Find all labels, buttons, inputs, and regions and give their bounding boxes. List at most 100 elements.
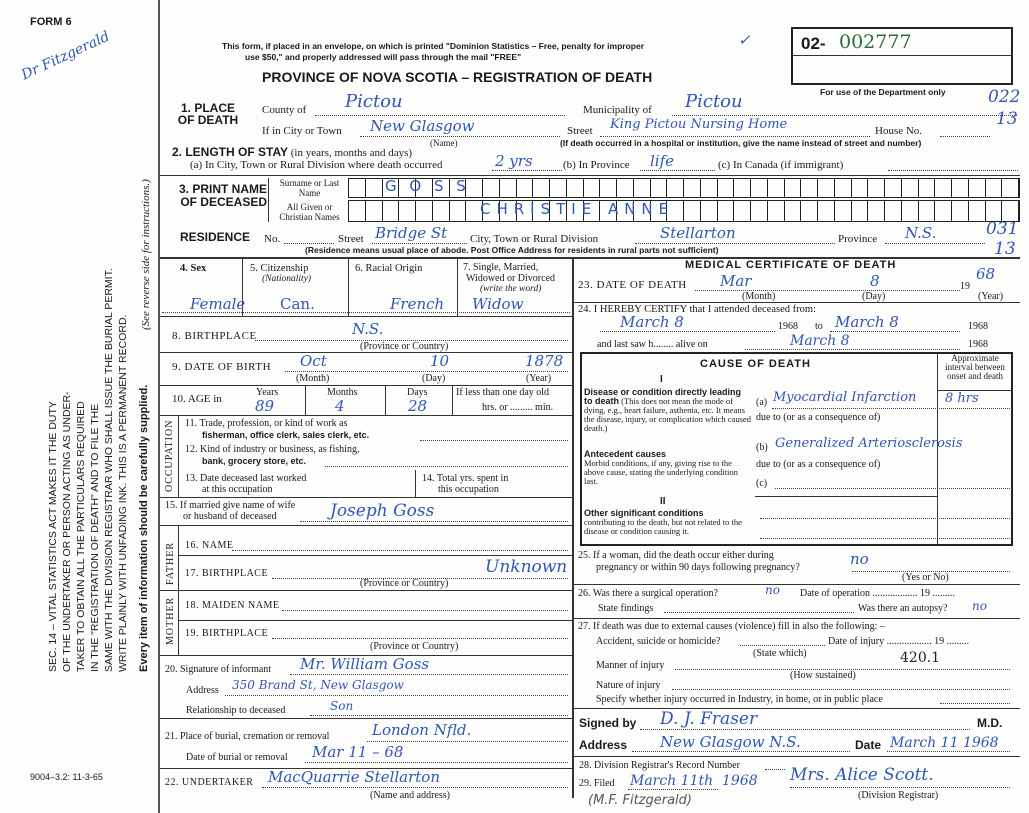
street-note: (If death occurred in a hospital or inst… (560, 138, 922, 148)
q14-label: 14. Total yrs. spent in (422, 473, 509, 484)
q26-label: 26. Was there a surgical operation? (578, 588, 718, 599)
operation-date-label: Date of operation .................. 19 … (800, 588, 955, 599)
county-value: Pictou (345, 91, 403, 112)
how-sustained-note: (How sustained) (790, 670, 856, 681)
q14-label: this occupation (438, 484, 499, 495)
q25-label: 25. If a woman, did the death occur eith… (578, 550, 774, 561)
physician-address-value: New Glasgow N.S. (660, 733, 801, 751)
q25-label: pregnancy or within 90 days following pr… (596, 562, 800, 573)
spouse-value: Joseph Goss (330, 501, 435, 521)
other-text: contributing to the death, but not relat… (584, 517, 742, 536)
specify-label: Specify whether injury occurred in Indus… (596, 694, 883, 705)
residence-label: RESIDENCE (180, 230, 251, 244)
medical-title: MEDICAL CERTIFICATE OF DEATH (685, 259, 897, 271)
residence-street-label: Street (338, 233, 364, 245)
interval-a-value: 8 hrs (945, 391, 979, 406)
sidebar-notice: SEC. 14 – VITAL STATISTICS ACT MAKES IT … (46, 268, 130, 672)
informant-sig-label: 20. Signature of informant (165, 664, 272, 675)
direct-cause-desc: Disease or condition directly leading to… (584, 388, 752, 433)
dod-label: 23. DATE OF DEATH (578, 279, 687, 291)
cause-b-marker: (b) (756, 442, 768, 453)
citizenship-sub: (Nationality) (262, 274, 312, 284)
relationship-label: Relationship to deceased (186, 705, 286, 716)
every-item-note: Every item of information should be care… (138, 384, 150, 672)
physician-signature: D. J. Fraser (660, 709, 758, 729)
attended-to: March 8 (835, 313, 899, 331)
q26-value: no (765, 583, 780, 597)
informant-address-value: 350 Brand St, New Glasgow (232, 678, 404, 692)
month-note: (Month) (742, 291, 776, 302)
cause-a-marker: (a) (756, 397, 768, 408)
mail-note: use $50," and properly addressed will pa… (245, 52, 522, 62)
cause-title: CAUSE OF DEATH (700, 358, 811, 370)
given-cells[interactable] (348, 200, 1020, 222)
notice-line: WRITE PLAINLY WITH UNFADING INK. THIS IS… (117, 314, 129, 672)
street-value: King Pictou Nursing Home (610, 117, 788, 132)
q29-label: 29. Filed (579, 778, 615, 789)
residence-city-label: City, Town or Rural Division (470, 233, 599, 245)
street-label: Street (567, 125, 593, 137)
cause-of-death-box (580, 352, 1013, 546)
other-title: Other significant conditions (584, 508, 704, 518)
serial-box: 02- 002777 (791, 27, 1013, 85)
q13-label: at this occupation (202, 484, 273, 495)
dept-code: 13 (994, 239, 1016, 259)
last-saw-label: and last saw h........ alive on (597, 339, 708, 350)
name-note: (Name) (430, 138, 458, 148)
antecedent-text: Morbid conditions, if any, giving rise t… (584, 458, 738, 486)
due-to-label: due to (or as a consequence of) (756, 412, 881, 423)
marital-label: 7. Single, Married, (463, 262, 539, 273)
stay-province-label: (b) In Province (563, 159, 630, 171)
cert-date-label: Date (855, 738, 882, 752)
place-of-death-label: 1. PLACE OF DEATH (177, 101, 239, 127)
form-number: FORM 6 (30, 16, 72, 28)
q25-value: no (850, 550, 869, 568)
residence-province-value: N.S. (905, 224, 937, 242)
notice-line: SEC. 14 – VITAL STATISTICS ACT MAKES IT … (47, 401, 59, 672)
dob-month: Oct (300, 352, 327, 370)
surname-value: G O S S (385, 177, 470, 195)
q12-label: 12. Kind of industry or business, as fis… (185, 444, 360, 455)
dob-day: 10 (430, 352, 450, 370)
marital-label: Widowed or Divorced (466, 273, 556, 284)
page-title: PROVINCE OF NOVA SCOTIA – REGISTRATION O… (262, 69, 653, 85)
undertaker-value: MacQuarrie Stellarton (268, 768, 440, 786)
birthplace-value: N.S. (352, 320, 384, 338)
physician-address-label: Address (579, 738, 628, 752)
prov-country-note: (Province or Country) (360, 578, 449, 589)
name-label: 3. PRINT NAME OF DECEASED (178, 182, 267, 209)
length-of-stay-label: 2. LENGTH OF STAY (172, 145, 289, 159)
notice-line: TAKER TO OBTAIN ALL THE PARTICULARS REQU… (75, 401, 87, 672)
findings-label: State findings (598, 603, 654, 614)
days-label: Days (407, 387, 428, 398)
age-years: 89 (255, 397, 275, 415)
cert-date-value: March 11 1968 (890, 735, 999, 751)
undertaker-label: 22. UNDERTAKER (165, 777, 254, 788)
dob-label: 9. DATE OF BIRTH (172, 361, 272, 373)
direct-title: Disease or condition directly leading to… (584, 387, 742, 406)
nature-label: Nature of injury (596, 680, 661, 691)
serial-prefix: 02- (801, 34, 826, 53)
print-code: 9004–3.2: 11-3-65 (30, 772, 103, 782)
day-note: (Day) (862, 291, 886, 302)
notice-line: IN THE "REGISTRATION OF DEATH" AND TO FI… (89, 403, 101, 672)
sex-label: 4. Sex (180, 263, 207, 274)
dod-day: 8 (870, 272, 880, 290)
month-note: (Month) (296, 373, 330, 384)
given-value: CHRISTIE ANNE (480, 200, 675, 218)
cause-a-value: Myocardial Infarction (773, 390, 917, 405)
direct-desc: (This does not mean the mode of dying, e… (584, 396, 752, 433)
city-label: If in City or Town (262, 125, 342, 137)
dod-year: 68 (976, 265, 996, 283)
house-label: House No. (875, 125, 923, 137)
registrar-label: (Division Registrar) (858, 790, 939, 801)
certify-label: 24. I HEREBY CERTIFY that I attended dec… (578, 304, 816, 315)
father-birthplace-value: Unknown (485, 557, 568, 577)
mail-note: This form, if placed in an envelope, on … (222, 41, 645, 51)
spouse-label: 15. If married give name of wife (165, 500, 296, 511)
residence-no-label: No. (264, 233, 281, 245)
age-label: 10. AGE in (172, 393, 222, 405)
surname-cells[interactable] (348, 178, 1020, 198)
last-saw-value: March 8 (790, 333, 850, 349)
dept-code: 13 (996, 109, 1018, 129)
